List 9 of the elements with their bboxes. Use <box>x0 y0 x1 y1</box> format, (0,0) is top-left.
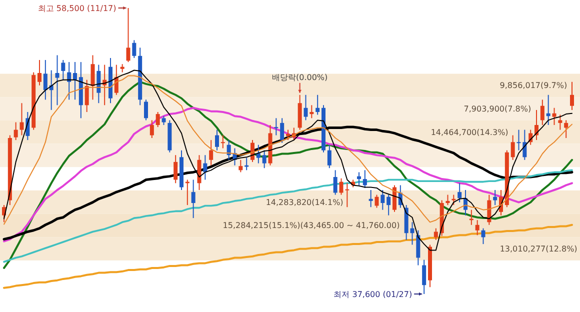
band-label: 14,464,700(14.3%) <box>430 128 508 137</box>
band-label: 14,283,820(14.1%) <box>266 198 344 207</box>
band-label: 7,903,900(7.8%) <box>464 104 532 114</box>
annotation: 최저 37,600 (01/27) <box>334 290 412 299</box>
band-label: 9,856,017(9.7%) <box>500 81 568 90</box>
band-label: 13,010,277(12.8%) <box>500 244 578 254</box>
annotation: 배당락(0.00%) <box>272 72 328 82</box>
band-label: 15,284,215(15.1%)(43,465.00 ~ 41,760.00) <box>222 221 400 230</box>
annotation: 최고 58,500 (11/17) <box>38 4 116 13</box>
